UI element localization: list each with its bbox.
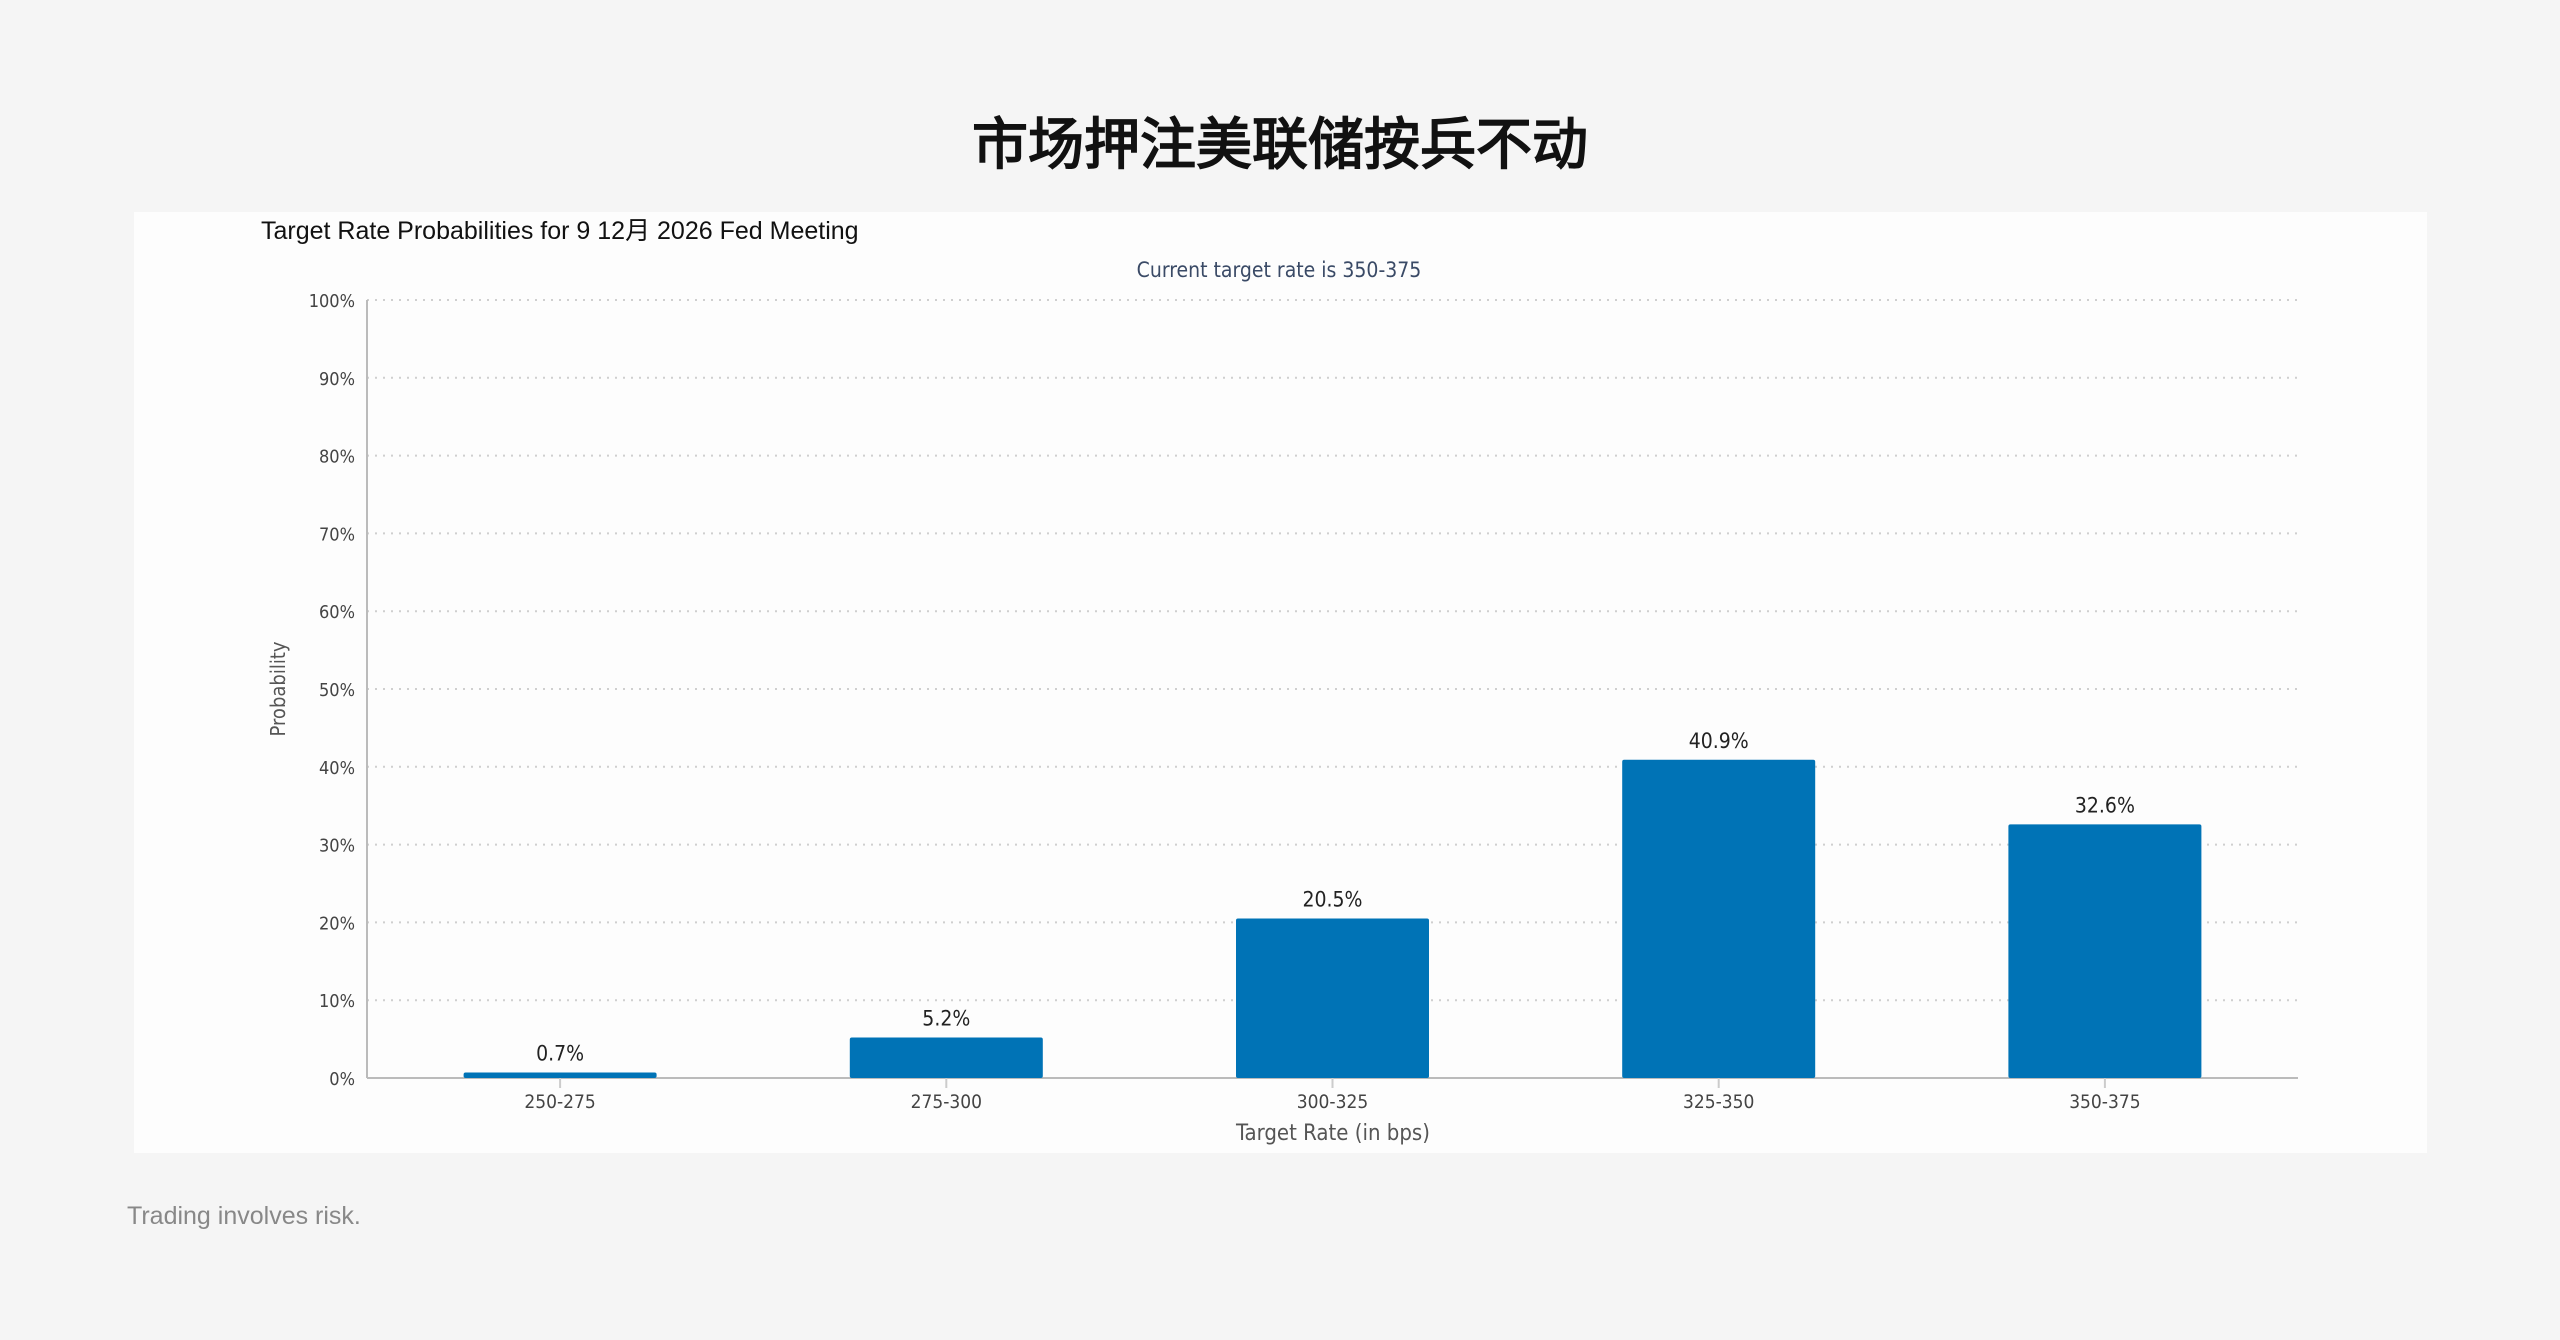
x-tick-label: 300-325	[1297, 1091, 1368, 1113]
bar	[1622, 759, 1816, 1078]
data-label: 0.7%	[536, 1042, 584, 1066]
data-label: 20.5%	[1302, 888, 1362, 912]
x-tick-label: 325-350	[1683, 1091, 1754, 1113]
bar	[849, 1037, 1043, 1078]
y-tick-label: 80%	[319, 447, 355, 468]
y-tick-label: 10%	[319, 991, 355, 1012]
y-axis-label: Probability	[266, 641, 290, 736]
y-tick-label: 70%	[319, 524, 355, 545]
y-tick-label: 60%	[319, 602, 355, 623]
y-tick-label: 90%	[319, 369, 355, 390]
x-axis-label: Target Rate (in bps)	[1235, 1121, 1430, 1146]
bar	[463, 1072, 657, 1078]
x-tick-label: 275-300	[911, 1091, 982, 1113]
bar	[2008, 824, 2202, 1078]
data-label: 5.2%	[922, 1007, 970, 1031]
y-tick-label: 0%	[329, 1069, 355, 1090]
page-heading: 市场押注美联储按兵不动	[972, 113, 1588, 178]
y-tick-label: 40%	[319, 758, 355, 779]
y-tick-label: 30%	[319, 836, 355, 857]
x-tick-label: 350-375	[2069, 1091, 2140, 1113]
data-label: 32.6%	[2075, 793, 2135, 817]
risk-disclaimer: Trading involves risk.	[127, 1202, 361, 1230]
y-tick-label: 50%	[319, 680, 355, 701]
y-tick-label: 100%	[309, 291, 355, 312]
data-label: 40.9%	[1689, 729, 1749, 753]
chart-title: Target Rate Probabilities for 9 12月 2026…	[261, 217, 859, 245]
y-tick-label: 20%	[319, 913, 355, 934]
x-tick-label: 250-275	[524, 1091, 595, 1113]
bar	[1236, 918, 1429, 1078]
chart-subtitle: Current target rate is 350-375	[1137, 258, 1422, 282]
